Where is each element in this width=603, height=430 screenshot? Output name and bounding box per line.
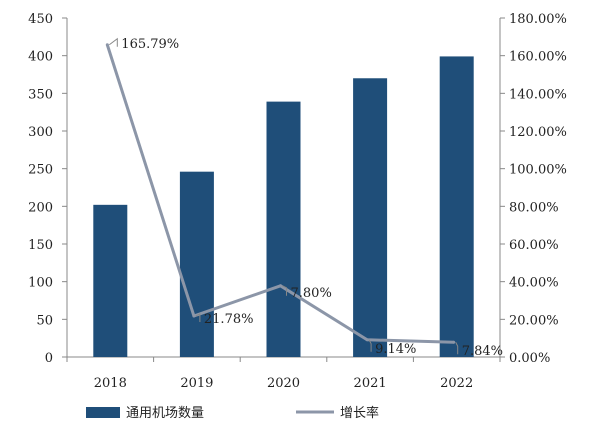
y-left-tick-label: 250 [28,163,53,178]
axes: 0 50 100 150 200 250 300 350 400 450 0.00% 20.00% 40… [28,12,567,391]
line-point [365,338,369,342]
y-right-tick-label: 40.00% [509,276,559,291]
x-tick-label: 2018 [94,376,127,391]
bar [93,204,128,357]
data-label: 7.84% [462,344,503,359]
data-labels: 165.79% 21.78% 7.80% 9.14% 7.84% [109,37,503,359]
x-tick-label: 2021 [354,376,387,391]
y-left-tick-label: 50 [36,313,53,328]
y-left-tick-label: 350 [28,87,53,102]
bar [266,101,301,358]
data-label-leader [368,339,372,352]
y-right-tick-label: 100.00% [509,163,567,178]
y-left-tick-label: 200 [28,200,53,215]
legend: 通用机场数量 增长率 [86,405,379,421]
y-left-tick-label: 0 [45,351,53,366]
x-tick-label: 2022 [440,376,473,391]
data-label-leader [455,342,459,355]
y-left-tick-label: 150 [28,238,53,253]
line-point [105,43,109,47]
bar-series [93,56,474,358]
y-right-tick-label: 0.00% [509,351,550,366]
data-label: 21.78% [204,312,254,327]
y-left-tick-label: 400 [28,50,53,65]
bar [439,56,474,358]
y-right-tick-label: 140.00% [509,87,567,102]
y-right-tick-label: 80.00% [509,200,559,215]
bar [179,171,214,357]
y-right-tick-label: 180.00% [509,12,567,27]
line-series [105,43,456,344]
legend-label-bar: 通用机场数量 [126,406,204,421]
y-left-tick-label: 100 [28,276,53,291]
data-label: 7.80% [291,286,332,301]
bar [353,78,388,358]
data-label: 9.14% [375,342,416,357]
y-right-tick-label: 20.00% [509,313,559,328]
data-label-leader [282,285,287,296]
y-left-tick-label: 450 [28,12,53,27]
line-point [452,340,456,344]
data-label-leader [195,313,201,322]
x-tick-label: 2020 [267,376,300,391]
data-label: 165.79% [121,37,179,52]
legend-swatch-bar [86,407,120,418]
y-right-tick-label: 120.00% [509,125,567,140]
y-right-tick-label: 160.00% [509,50,567,65]
y-right-tick-label: 60.00% [509,238,559,253]
line-point [279,284,282,288]
legend-label-line: 增长率 [340,405,379,421]
data-label-leader [109,37,118,47]
x-tick-label: 2019 [180,376,213,391]
y-left-tick-label: 300 [28,125,53,140]
line-point [192,314,196,318]
